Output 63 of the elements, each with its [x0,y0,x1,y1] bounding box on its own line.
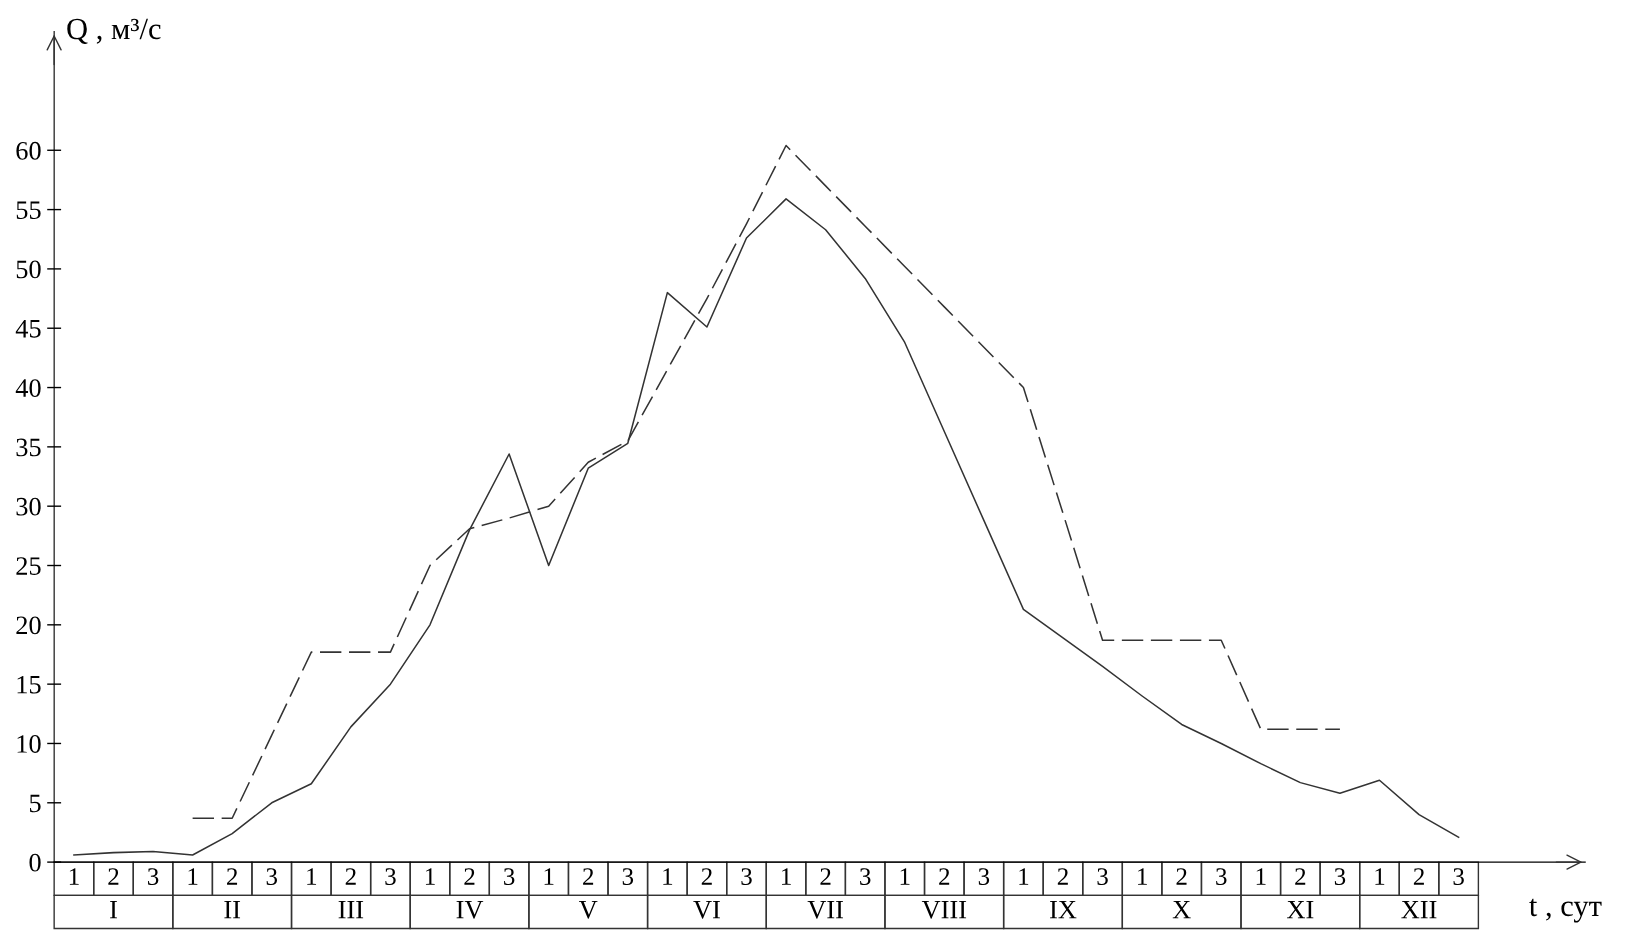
text: VI [693,901,720,919]
x-tick-label: 1 [544,868,554,885]
y-tick-label: 60 [16,141,41,160]
x-tick-label: 1 [663,868,673,885]
x-tick-label: 3 [266,868,278,885]
y-tick-label: 25 [16,557,41,575]
x-tick-label: 2 [1413,868,1424,885]
y-tick-label: 15 [17,675,41,694]
x-tick-label: 1 [188,868,198,885]
x-tick-label: 1 [782,868,791,885]
x-tick-label: 3 [504,868,515,885]
text: IV [456,901,484,919]
y-tick-label: 50 [16,260,41,279]
x-tick-label: 2 [1057,868,1068,885]
text: X [1172,901,1191,919]
x-tick-label: 1 [900,868,910,885]
text: IX [1050,901,1077,919]
y-tick-label: 20 [16,616,41,635]
y-tick-label: 40 [15,379,41,397]
x-tick-label: 3 [385,868,396,885]
x-tick-label: 1 [1375,868,1385,885]
y-tick-label: 0 [29,853,41,872]
x-tick-label: 2 [345,868,356,885]
y-axis-title: Q , м³/с [67,18,161,44]
x-tick-label: 1 [1138,868,1147,885]
text: XI [1287,901,1314,919]
x-tick-label: 2 [464,868,475,885]
text: XII [1401,901,1437,919]
x-tick-label: 1 [425,868,435,885]
y-tick-label: 35 [16,438,41,457]
text: III [338,901,364,919]
x-tick-label: 3 [1334,868,1346,885]
x-tick-label: 1 [69,868,79,885]
x-tick-label: 3 [741,868,752,885]
x-tick-label: 2 [701,868,712,885]
x-tick-label: 2 [939,868,950,885]
x-tick-label: 3 [978,868,990,885]
x-tick-label: 2 [1295,868,1306,885]
x-tick-label: 3 [148,868,159,885]
y-tick-label: 45 [15,320,41,338]
x-tick-label: 1 [1256,868,1266,885]
text: VII [807,901,843,919]
x-tick-label: 2 [227,868,238,885]
x-tick-label: 3 [860,868,871,885]
x-tick-label: 3 [1453,868,1464,885]
y-tick-label: 30 [16,497,41,516]
text: II [224,901,241,919]
text: I [110,901,117,919]
x-tick-label: 3 [1216,868,1227,885]
x-axis-title: t , сут [1529,898,1602,923]
x-tick-label: 2 [108,868,119,885]
y-tick-label: 5 [29,794,41,813]
y-tick-label: 10 [17,735,41,753]
x-tick-label: 2 [820,868,831,885]
text: V [579,901,598,919]
x-tick-label: 1 [1019,868,1029,885]
x-tick-label: 3 [1097,868,1108,885]
x-tick-label: 3 [622,868,634,885]
text: VIII [921,901,967,919]
y-tick-label: 55 [16,201,41,219]
x-tick-label: 2 [583,868,594,885]
x-tick-label: 2 [1176,868,1187,885]
x-tick-label: 1 [307,868,317,885]
